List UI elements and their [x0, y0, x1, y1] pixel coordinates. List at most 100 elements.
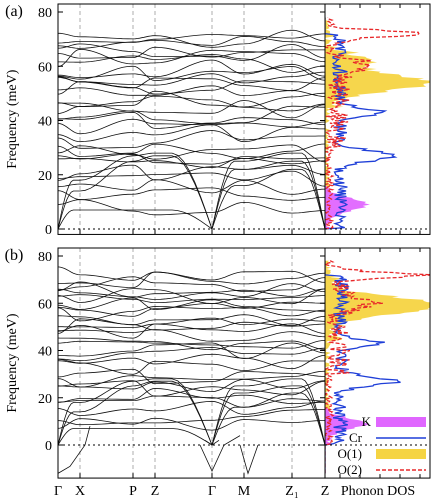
phonon-band: [58, 54, 325, 73]
phonon-band: [58, 400, 325, 416]
phonon-band: [58, 170, 325, 187]
y-tick-label: 80: [38, 250, 52, 265]
imaginary-band: [204, 439, 220, 446]
phonon-band: [58, 46, 325, 59]
phonon-band: [58, 306, 325, 322]
phonon-band: [58, 337, 325, 351]
phonon-band: [58, 168, 325, 230]
phonon-band: [58, 380, 325, 447]
phonon-band: [58, 187, 325, 201]
imaginary-band: [199, 435, 241, 472]
phonon-band: [58, 388, 325, 404]
phonon-band: [58, 43, 325, 61]
phonon-band: [58, 353, 325, 370]
phonon-band: [58, 370, 325, 388]
phonon-band: [58, 35, 325, 49]
phonon-band: [58, 76, 325, 91]
phonon-band: [58, 409, 325, 426]
x-tick-label: P: [129, 484, 137, 499]
phonon-band: [58, 417, 325, 431]
phonon-band: [58, 378, 325, 393]
dos-o2-line: [325, 260, 430, 474]
phonon-band: [58, 85, 325, 97]
legend-label: K: [362, 414, 372, 429]
phonon-band: [58, 323, 325, 339]
imaginary-band: [239, 444, 259, 475]
phonon-band: [58, 378, 325, 447]
y-tick-label: 0: [45, 439, 52, 454]
legend-label: O(1): [337, 446, 362, 461]
y-tick-label: 20: [38, 392, 52, 407]
phonon-band: [58, 152, 325, 231]
phonon-band: [58, 90, 325, 108]
phonon-band: [58, 130, 325, 149]
panel-label: (a): [5, 3, 23, 20]
phonon-band: [58, 71, 325, 86]
x-tick-label: Z₁: [285, 484, 298, 499]
phonon-band: [58, 347, 325, 362]
phonon-band: [58, 111, 325, 129]
phonon-band: [58, 342, 325, 360]
shared-axis-labels: Γ X P Z Γ M Z₁ Z Phonon DOS: [54, 484, 415, 499]
y-tick-label: 0: [45, 223, 52, 238]
phonon-band: [58, 314, 325, 326]
phonon-band: [58, 156, 325, 169]
x-tick-label: M: [238, 484, 251, 499]
phonon-band: [58, 143, 325, 160]
phonon-band: [58, 124, 325, 143]
phonon-band: [58, 59, 325, 79]
phonon-band: [58, 199, 325, 216]
dos-panel: [325, 17, 430, 230]
phonon-band: [58, 297, 325, 312]
band-structure: [58, 29, 325, 231]
phonon-band: [58, 100, 325, 119]
phonon-band: [58, 294, 325, 304]
phonon-band: [58, 329, 325, 342]
x-tick-label: X: [75, 484, 85, 499]
phonon-band: [58, 153, 325, 165]
y-tick-label: 60: [38, 297, 52, 312]
y-tick-label: 80: [38, 6, 52, 21]
dos-panel: [325, 260, 430, 474]
phonon-band: [58, 118, 325, 135]
phonon-band: [58, 29, 325, 48]
y-tick-label: 40: [38, 345, 52, 360]
phonon-band: [58, 283, 325, 300]
y-axis-label: Frequency (meV): [5, 69, 20, 168]
phonon-band: [58, 271, 325, 289]
phonon-band: [58, 317, 325, 328]
phonon-band: [58, 392, 325, 446]
phonon-band: [58, 301, 325, 317]
phonon-band: [58, 65, 325, 81]
y-tick-label: 20: [38, 169, 52, 184]
dos-o2-line: [325, 17, 420, 230]
phonon-band: [58, 288, 325, 305]
panel-label: (b): [5, 247, 24, 264]
dos-k-area: [325, 260, 370, 474]
dos-o1-area: [325, 17, 430, 229]
x-tick-label: Z: [321, 484, 330, 499]
y-tick-label: 40: [38, 115, 52, 130]
dos-frame: [324, 247, 431, 479]
legend-label: O(2): [337, 462, 362, 477]
dos-cr-line: [325, 260, 401, 474]
x-tick-label: Γ: [208, 484, 216, 499]
phonon-band: [58, 266, 325, 283]
phonon-band: [58, 380, 325, 397]
legend-swatch: [376, 449, 426, 459]
phonon-band: [58, 276, 325, 292]
y-axis-label: Frequency (meV): [5, 313, 20, 412]
panel-a: 0 20 40 60 80 Frequency (meV) (a): [5, 3, 431, 238]
phonon-band: [58, 33, 325, 44]
phonon-band: [58, 179, 325, 195]
dos-x-label: Phonon DOS: [341, 484, 415, 499]
phonon-band: [58, 155, 325, 231]
x-tick-label: Γ: [54, 484, 62, 499]
phonon-band: [58, 318, 325, 334]
phonon-band: [58, 395, 325, 408]
phonon-band: [58, 340, 325, 349]
phonon-band: [58, 359, 325, 375]
